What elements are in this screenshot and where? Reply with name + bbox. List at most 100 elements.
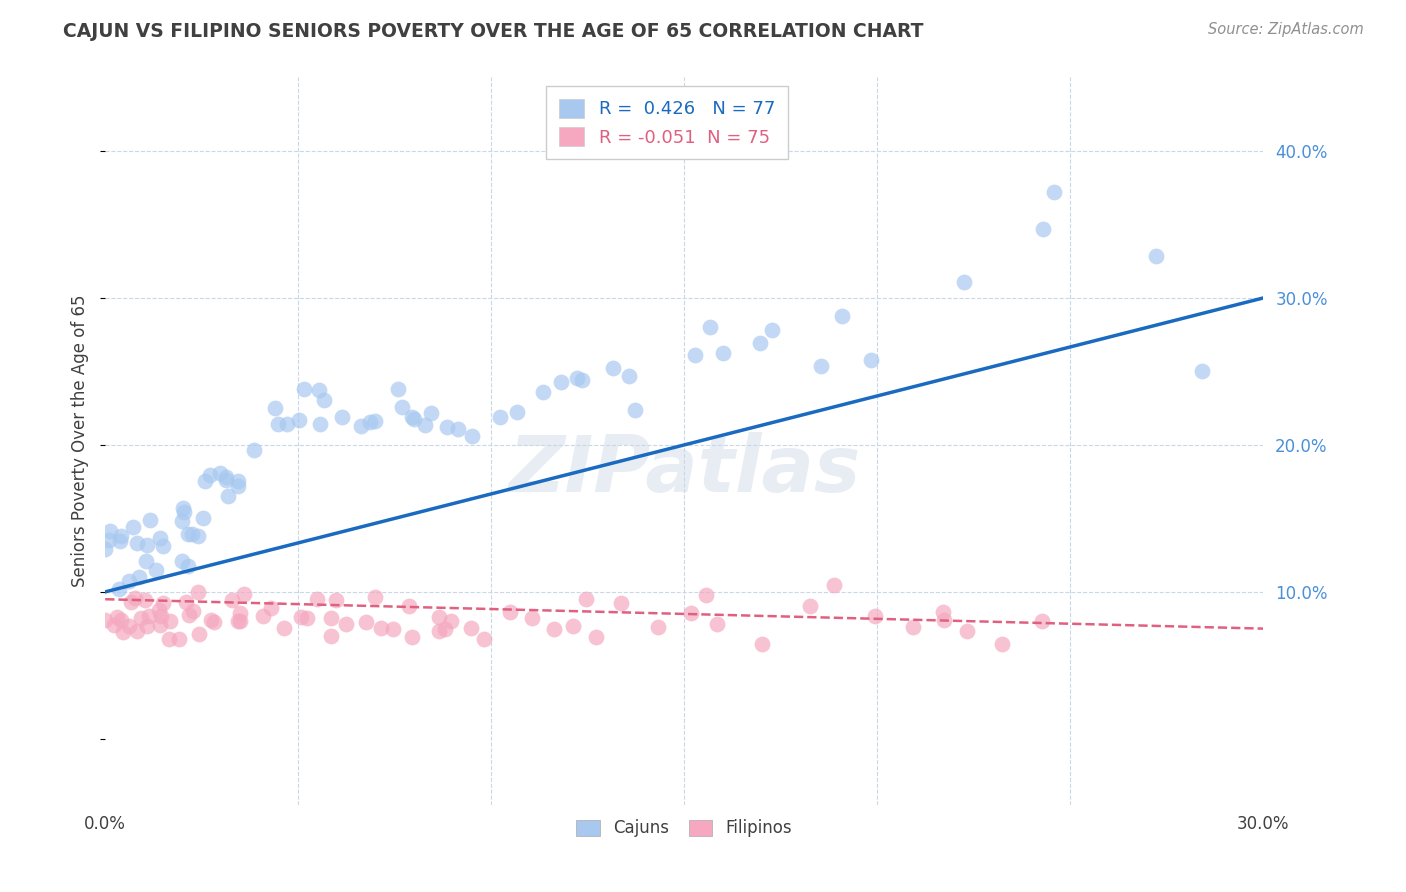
Point — [128, 570, 150, 584]
Point — [354, 615, 377, 630]
Point — [859, 352, 882, 367]
Point — [1032, 221, 1054, 235]
Point — [200, 613, 222, 627]
Point — [349, 419, 371, 434]
Point — [276, 417, 298, 432]
Point — [699, 320, 721, 334]
Point — [447, 422, 470, 436]
Point — [562, 619, 585, 633]
Legend: Cajuns, Filipinos: Cajuns, Filipinos — [569, 813, 799, 844]
Point — [330, 410, 353, 425]
Point — [533, 384, 555, 399]
Point — [359, 415, 381, 429]
Point — [647, 619, 669, 633]
Point — [292, 382, 315, 396]
Point — [1043, 185, 1066, 199]
Point — [308, 417, 330, 432]
Point — [288, 412, 311, 426]
Point — [215, 469, 238, 483]
Point — [217, 489, 239, 503]
Point — [202, 615, 225, 630]
Point — [799, 599, 821, 613]
Point — [263, 401, 285, 416]
Point — [118, 574, 141, 588]
Point — [243, 442, 266, 457]
Point — [98, 524, 121, 538]
Point — [226, 614, 249, 628]
Point — [420, 406, 443, 420]
Point — [177, 527, 200, 541]
Point — [415, 417, 437, 432]
Point — [135, 553, 157, 567]
Point — [112, 625, 135, 640]
Point — [683, 348, 706, 362]
Point — [110, 613, 132, 627]
Point — [1191, 364, 1213, 378]
Point — [1144, 249, 1167, 263]
Point — [433, 622, 456, 636]
Point — [461, 429, 484, 443]
Point — [824, 577, 846, 591]
Point — [711, 346, 734, 360]
Point — [617, 368, 640, 383]
Point — [387, 382, 409, 396]
Point — [232, 587, 254, 601]
Point — [172, 514, 194, 528]
Point — [761, 323, 783, 337]
Point — [402, 411, 425, 425]
Point — [209, 466, 232, 480]
Point — [335, 616, 357, 631]
Point — [117, 619, 139, 633]
Point — [198, 467, 221, 482]
Point — [228, 606, 250, 620]
Point — [565, 371, 588, 385]
Point — [602, 361, 624, 376]
Point — [105, 610, 128, 624]
Point — [312, 392, 335, 407]
Point — [308, 383, 330, 397]
Point — [370, 622, 392, 636]
Point — [436, 420, 458, 434]
Point — [319, 611, 342, 625]
Point — [150, 609, 173, 624]
Point — [401, 630, 423, 644]
Point — [1031, 615, 1053, 629]
Point — [167, 632, 190, 646]
Point — [174, 595, 197, 609]
Point — [440, 615, 463, 629]
Point — [120, 595, 142, 609]
Point — [139, 512, 162, 526]
Point — [108, 534, 131, 549]
Point — [159, 614, 181, 628]
Point — [193, 474, 215, 488]
Point — [460, 621, 482, 635]
Point — [499, 605, 522, 619]
Point — [290, 610, 312, 624]
Point — [122, 520, 145, 534]
Point — [901, 620, 924, 634]
Point — [472, 632, 495, 647]
Point — [173, 505, 195, 519]
Point — [585, 630, 607, 644]
Point — [932, 613, 955, 627]
Point — [931, 605, 953, 619]
Point — [177, 559, 200, 574]
Point — [543, 622, 565, 636]
Point — [550, 376, 572, 390]
Point — [307, 592, 329, 607]
Point — [149, 618, 172, 632]
Point — [181, 527, 204, 541]
Point — [134, 592, 156, 607]
Point — [706, 617, 728, 632]
Point — [520, 611, 543, 625]
Point — [748, 335, 770, 350]
Point — [391, 400, 413, 414]
Point — [127, 536, 149, 550]
Point — [215, 473, 238, 487]
Point — [148, 603, 170, 617]
Point — [170, 553, 193, 567]
Point — [681, 607, 703, 621]
Point — [127, 624, 149, 638]
Point — [226, 479, 249, 493]
Y-axis label: Seniors Poverty Over the Age of 65: Seniors Poverty Over the Age of 65 — [72, 295, 89, 588]
